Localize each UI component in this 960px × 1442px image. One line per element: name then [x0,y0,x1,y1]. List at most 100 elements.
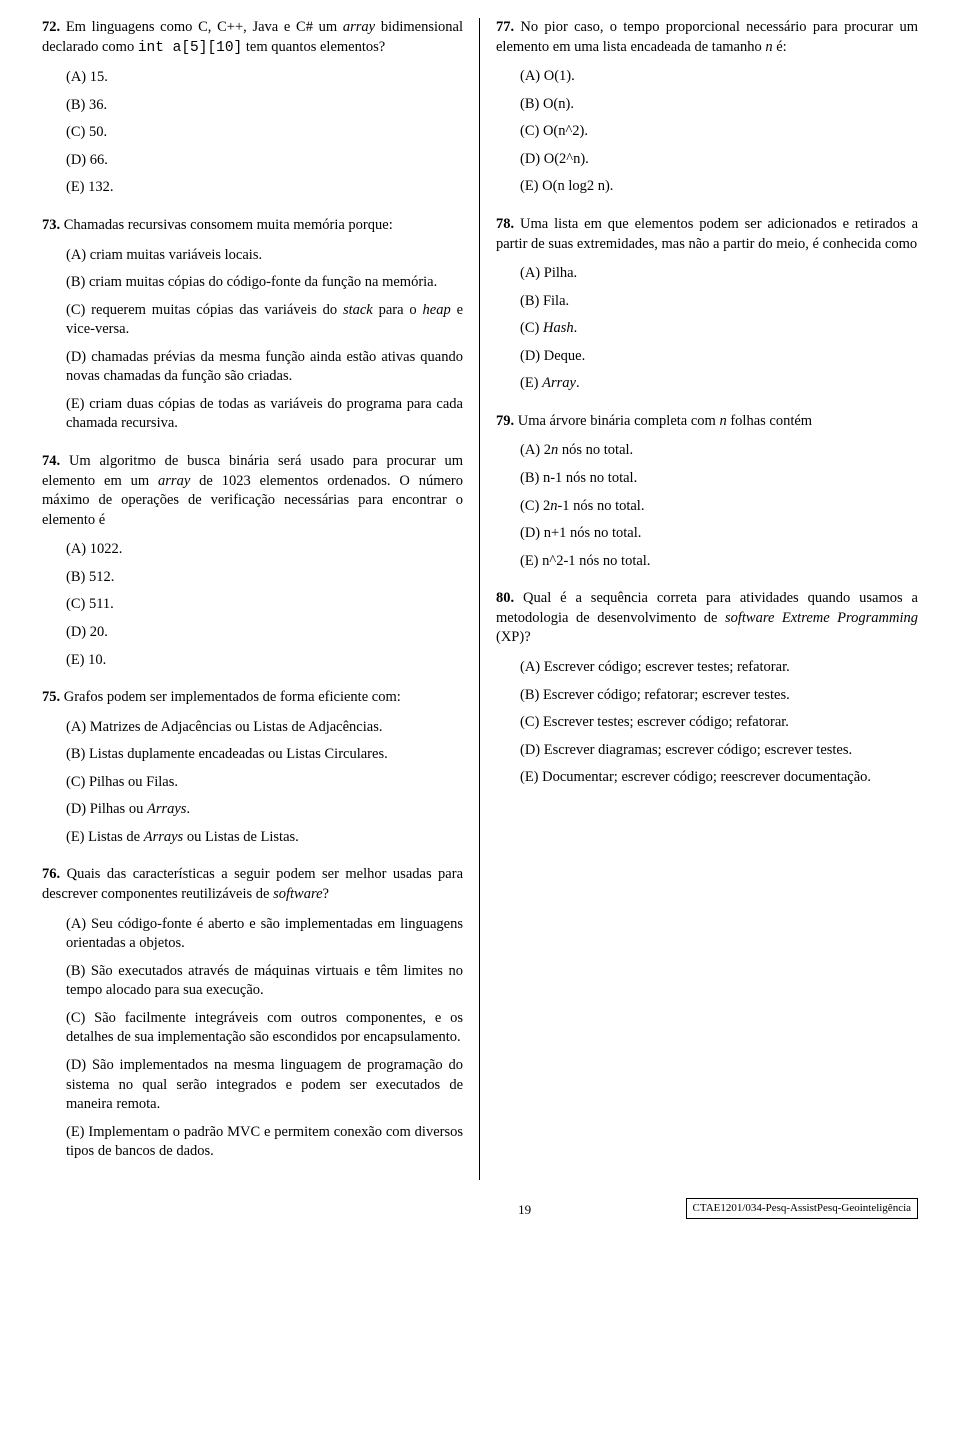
q72-opt-a: (A) 15. [66,68,463,88]
q73-options: (A) criam muitas variáveis locais. (B) c… [42,246,463,435]
q74-i: array [158,473,190,489]
q79-options: (A) 2n nós no total. (B) n-1 nós no tota… [496,441,918,571]
q78-opt-e: (E) Array. [520,374,918,394]
q76-opt-d: (D) São implementados na mesma linguagem… [66,1056,463,1115]
q76-opt-e: (E) Implementam o padrão MVC e permitem … [66,1123,463,1162]
q72-code: int a[5][10] [138,40,242,56]
q74-opt-b: (B) 512. [66,568,463,588]
q72-text-post: tem quantos elementos? [242,39,385,55]
q72-num: 72. [42,19,60,35]
q78-c-post: . [574,320,578,336]
q72-text-pre: Em linguagens como C, C++, Java e C# um [66,19,343,35]
q76-text-pre: Quais das características a seguir podem… [42,866,463,902]
q76-num: 76. [42,866,60,882]
q76-options: (A) Seu código-fonte é aberto e são impl… [42,915,463,1162]
q73-opt-a: (A) criam muitas variáveis locais. [66,246,463,266]
q73-opt-c: (C) requerem muitas cópias das variáveis… [66,301,463,340]
q74-opt-d: (D) 20. [66,623,463,643]
q79-opt-c: (C) 2n-1 nós no total. [520,497,918,517]
q73-opt-e: (E) criam duas cópias de todas as variáv… [66,395,463,434]
question-80: 80. Qual é a sequência correta para ativ… [496,589,918,788]
q80-options: (A) Escrever código; escrever testes; re… [496,658,918,788]
q77-opt-b: (B) O(n). [520,95,918,115]
q79-c-post: -1 nós no total. [557,498,644,514]
q78-options: (A) Pilha. (B) Fila. (C) Hash. (D) Deque… [496,264,918,394]
q78-opt-a: (A) Pilha. [520,264,918,284]
q80-i: software Extreme Programming [725,610,918,626]
q79-text-pre: Uma árvore binária completa com [518,413,720,429]
q77-opt-e: (E) O(n log2 n). [520,177,918,197]
question-73: 73. Chamadas recursivas consomem muita m… [42,216,463,434]
q76-text-post: ? [323,886,329,902]
q77-opt-c: (C) O(n^2). [520,122,918,142]
q80-opt-b: (B) Escrever código; refatorar; escrever… [520,686,918,706]
q72-options: (A) 15. (B) 36. (C) 50. (D) 66. (E) 132. [42,68,463,198]
q73-opt-d: (D) chamadas prévias da mesma função ain… [66,348,463,387]
q75-text: 75. Grafos podem ser implementados de fo… [42,688,463,708]
q75-opt-e: (E) Listas de Arrays ou Listas de Listas… [66,828,463,848]
q75-opt-a: (A) Matrizes de Adjacências ou Listas de… [66,718,463,738]
q77-text-pre: No pior caso, o tempo proporcional neces… [496,19,918,55]
q74-opt-e: (E) 10. [66,651,463,671]
q79-c-pre: (C) 2 [520,498,550,514]
q74-num: 74. [42,453,60,469]
q77-num: 77. [496,19,514,35]
q76-opt-b: (B) São executados através de máquinas v… [66,962,463,1001]
q73-num: 73. [42,217,60,233]
q78-e-pre: (E) [520,375,542,391]
q78-text: 78. Uma lista em que elementos podem ser… [496,215,918,254]
q76-opt-a: (A) Seu código-fonte é aberto e são impl… [66,915,463,954]
q75-opt-c: (C) Pilhas ou Filas. [66,773,463,793]
right-column: 77. No pior caso, o tempo proporcional n… [480,18,918,1180]
q79-num: 79. [496,413,514,429]
q80-opt-e: (E) Documentar; escrever código; reescre… [520,768,918,788]
q75-d-i: Arrays [147,801,186,817]
q80-num: 80. [496,590,514,606]
q79-a-post: nós no total. [558,442,633,458]
q79-opt-e: (E) n^2-1 nós no total. [520,552,918,572]
q79-text: 79. Uma árvore binária completa com n fo… [496,412,918,432]
q76-i: software [273,886,322,902]
q78-opt-c: (C) Hash. [520,319,918,339]
q78-e-post: . [576,375,580,391]
q73-c-i1: stack [343,302,373,318]
q79-i: n [719,413,726,429]
question-76: 76. Quais das características a seguir p… [42,865,463,1161]
q76-opt-c: (C) São facilmente integráveis com outro… [66,1009,463,1048]
q74-options: (A) 1022. (B) 512. (C) 511. (D) 20. (E) … [42,540,463,670]
q75-e-pre: (E) Listas de [66,829,144,845]
q73-c-pre: (C) requerem muitas cópias das variáveis… [66,302,343,318]
q72-text: 72. Em linguagens como C, C++, Java e C#… [42,18,463,58]
q72-opt-d: (D) 66. [66,151,463,171]
q77-opt-d: (D) O(2^n). [520,150,918,170]
question-78: 78. Uma lista em que elementos podem ser… [496,215,918,394]
left-column: 72. Em linguagens como C, C++, Java e C#… [42,18,480,1180]
q78-c-pre: (C) [520,320,543,336]
q73-c-mid: para o [373,302,423,318]
question-72: 72. Em linguagens como C, C++, Java e C#… [42,18,463,198]
q79-opt-a: (A) 2n nós no total. [520,441,918,461]
q79-text-post: folhas contém [727,413,812,429]
q75-d-post: . [186,801,190,817]
q73-opt-b: (B) criam muitas cópias do código-fonte … [66,273,463,293]
page-footer: 19 CTAE1201/034-Pesq-AssistPesq-Geointel… [42,1198,918,1219]
q80-opt-d: (D) Escrever diagramas; escrever código;… [520,741,918,761]
q74-opt-c: (C) 511. [66,595,463,615]
q75-text-body: Grafos podem ser implementados de forma … [64,689,401,705]
q80-text: 80. Qual é a sequência correta para ativ… [496,589,918,648]
q78-text-body: Uma lista em que elementos podem ser adi… [496,216,918,252]
q78-e-i: Array [542,375,576,391]
q75-opt-d: (D) Pilhas ou Arrays. [66,800,463,820]
q72-opt-b: (B) 36. [66,96,463,116]
exam-code: CTAE1201/034-Pesq-AssistPesq-Geointeligê… [686,1198,918,1219]
page-number: 19 [364,1201,686,1219]
q74-opt-a: (A) 1022. [66,540,463,560]
q74-text: 74. Um algoritmo de busca binária será u… [42,452,463,530]
q79-opt-d: (D) n+1 nós no total. [520,524,918,544]
q77-opt-a: (A) O(1). [520,67,918,87]
question-79: 79. Uma árvore binária completa com n fo… [496,412,918,571]
q73-text: 73. Chamadas recursivas consomem muita m… [42,216,463,236]
q72-opt-e: (E) 132. [66,178,463,198]
q77-text: 77. No pior caso, o tempo proporcional n… [496,18,918,57]
q77-i: n [765,39,772,55]
